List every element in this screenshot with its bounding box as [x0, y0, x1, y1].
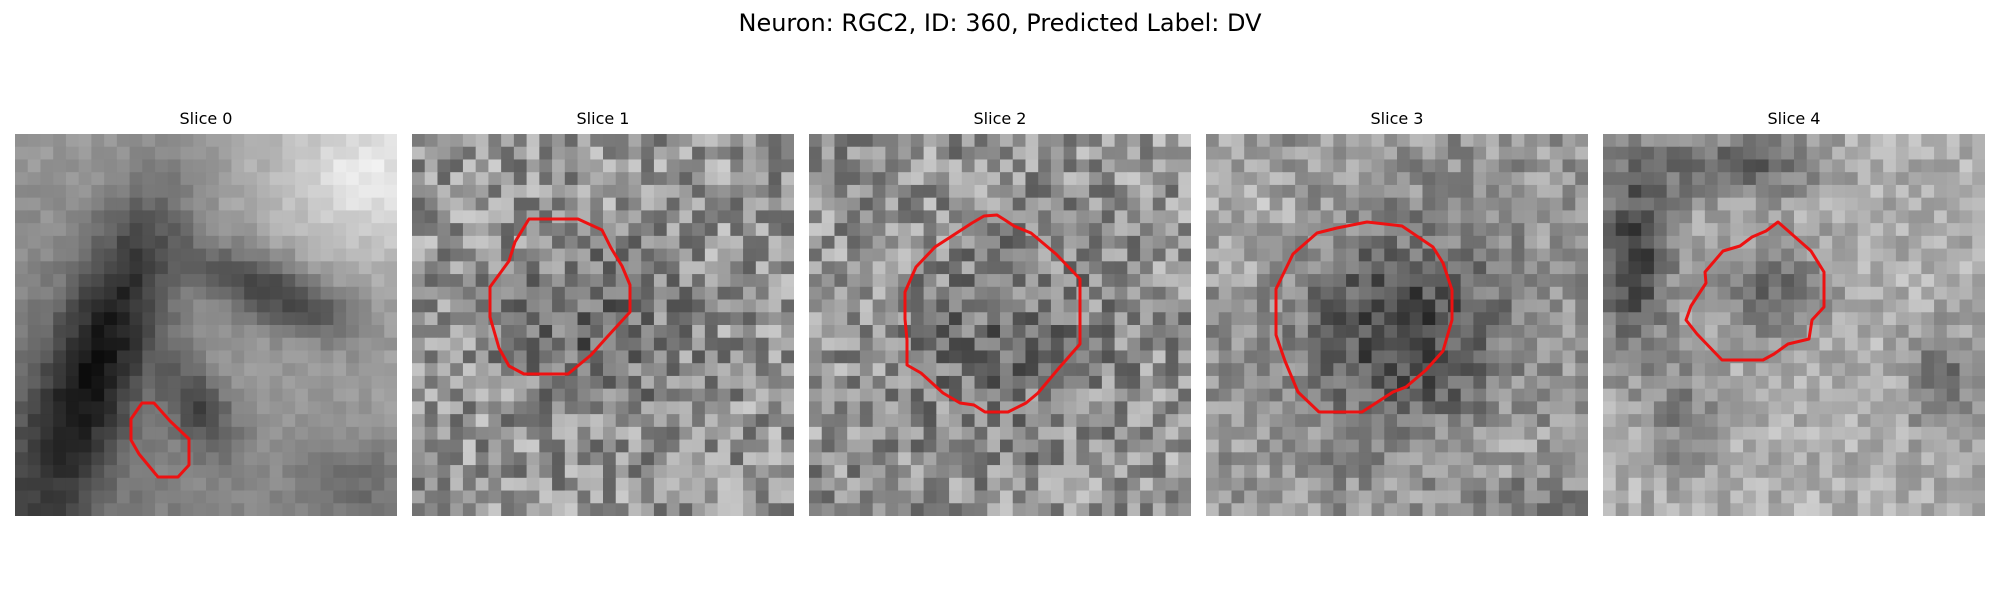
slice-image-2 [809, 134, 1191, 516]
slice-image-0 [15, 134, 397, 516]
slice-title-4: Slice 4 [1767, 109, 1821, 128]
slice-image-4 [1603, 134, 1985, 516]
neuron-outline-1 [488, 217, 632, 376]
neuron-outline-0 [129, 401, 191, 479]
figure-title: Neuron: RGC2, ID: 360, Predicted Label: … [738, 9, 1262, 37]
slice-title-3: Slice 3 [1370, 109, 1424, 128]
neuron-outline-2 [903, 213, 1082, 414]
slice-image-1 [412, 134, 794, 516]
slice-image-3 [1206, 134, 1588, 516]
neuron-outline-3 [1274, 220, 1454, 414]
neuron-outline-4 [1684, 220, 1826, 362]
slice-title-2: Slice 2 [973, 109, 1027, 128]
slice-title-1: Slice 1 [576, 109, 630, 128]
slice-title-0: Slice 0 [179, 109, 233, 128]
